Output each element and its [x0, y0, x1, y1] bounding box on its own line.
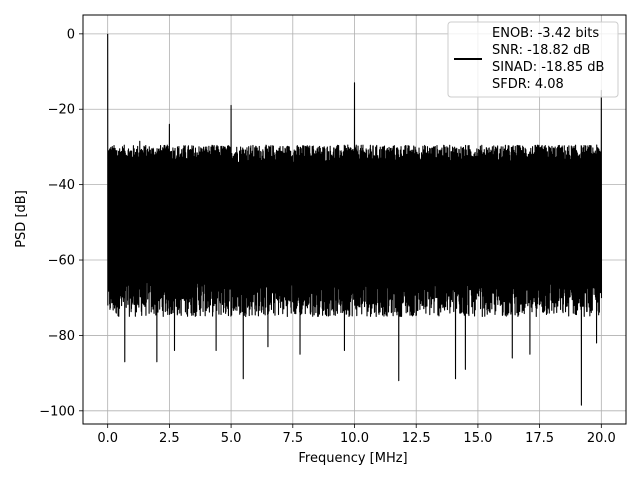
x-tick-label: 5.0 — [221, 431, 242, 446]
y-tick-label: −80 — [48, 329, 75, 344]
legend: ENOB: -3.42 bits SNR: -18.82 dB SINAD: -… — [447, 21, 619, 98]
plot-area — [107, 33, 603, 406]
y-tick-label: −60 — [48, 254, 75, 269]
y-tick-label: 0 — [67, 27, 75, 42]
x-tick-label: 17.5 — [525, 431, 554, 446]
x-tick-label: 2.5 — [159, 431, 180, 446]
psd-trace — [107, 33, 603, 406]
x-tick-label: 10.0 — [340, 431, 369, 446]
legend-entry-sinad: SINAD: -18.85 dB — [492, 60, 604, 75]
x-tick-label: 12.5 — [402, 431, 431, 446]
x-tick-label: 0.0 — [97, 431, 118, 446]
y-tick-label: −40 — [48, 178, 75, 193]
x-tick-label: 20.0 — [587, 431, 616, 446]
x-axis-label: Frequency [MHz] — [298, 451, 407, 466]
legend-entry-snr: SNR: -18.82 dB — [492, 43, 590, 58]
legend-entry-sfdr: SFDR: 4.08 — [492, 77, 564, 92]
y-axis-label: PSD [dB] — [14, 190, 29, 248]
x-tick-label: 15.0 — [463, 431, 492, 446]
axes: 0.0 2.5 5.0 7.5 10.0 12.5 15.0 17.5 20.0 0 −20 −40 −… — [39, 14, 627, 446]
y-tick-label: −20 — [48, 103, 75, 118]
legend-frame — [447, 21, 619, 98]
legend-entry-enob: ENOB: -3.42 bits — [492, 26, 599, 41]
y-tick-label: −100 — [39, 404, 75, 419]
x-tick-label: 7.5 — [282, 431, 303, 446]
